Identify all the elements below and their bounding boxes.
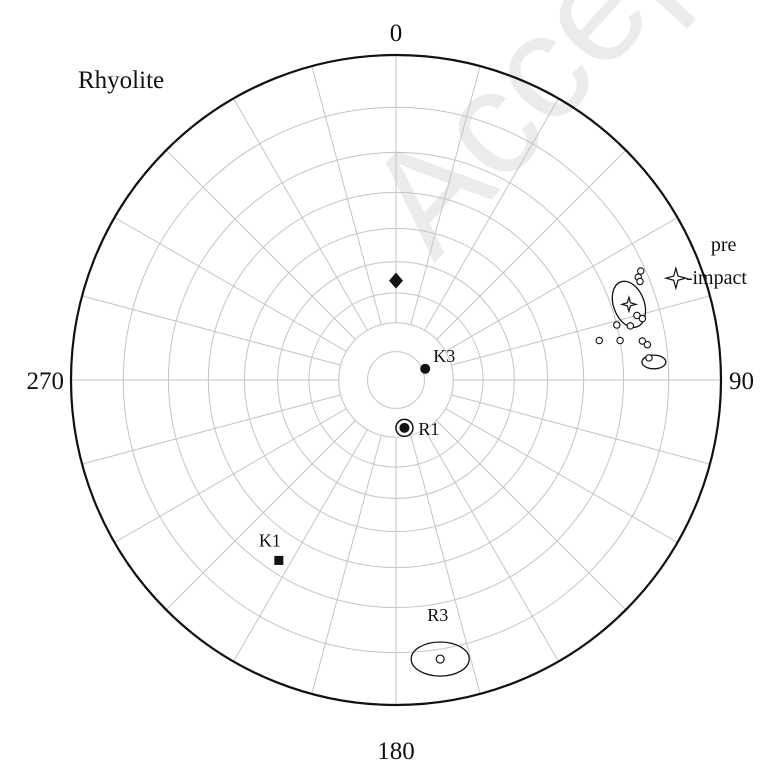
data-point-small-circle bbox=[616, 336, 624, 345]
data-point-small-circle bbox=[595, 336, 603, 345]
axis-label-west: 270 bbox=[27, 368, 65, 395]
confidence-ellipse-R3 bbox=[410, 641, 470, 677]
label-R3: R3 bbox=[427, 605, 448, 625]
grid-azimuth-line bbox=[233, 98, 368, 331]
grid-azimuth-line bbox=[451, 295, 711, 366]
axis-label-east: 90 bbox=[729, 368, 754, 395]
grid-azimuth-line bbox=[436, 420, 627, 611]
grid-azimuth-line bbox=[424, 429, 559, 662]
data-point-small-circle bbox=[638, 314, 647, 323]
label-R1: R1 bbox=[418, 419, 439, 439]
grid-inclination-circle bbox=[367, 351, 425, 409]
data-point-small-circle bbox=[633, 311, 641, 320]
grid-azimuth-line bbox=[81, 295, 341, 366]
data-point-small-circle bbox=[613, 321, 621, 329]
grid-azimuth-line bbox=[410, 65, 481, 325]
data-point-small-circle bbox=[643, 340, 652, 349]
data-point-K1 bbox=[274, 555, 284, 565]
data-point-R1 bbox=[399, 422, 410, 433]
polar-grid bbox=[71, 55, 721, 705]
data-point-small-circle bbox=[626, 322, 635, 330]
data-point-small-circle bbox=[636, 267, 645, 275]
label-pre-impact-line2: -impact bbox=[686, 267, 748, 289]
small-confidence-ellipse bbox=[641, 354, 667, 370]
grid-azimuth-line bbox=[311, 435, 382, 695]
data-point-star bbox=[619, 295, 639, 314]
grid-azimuth-line bbox=[114, 217, 347, 352]
grid-azimuth-line bbox=[424, 98, 559, 331]
primitive-circle bbox=[69, 53, 723, 707]
grid-azimuth-line bbox=[165, 149, 356, 340]
data-point-small-circle bbox=[636, 277, 644, 286]
confidence-ellipses bbox=[410, 280, 667, 677]
grid-azimuth-line bbox=[445, 408, 678, 543]
label-pre-impact-line1: pre bbox=[711, 234, 737, 256]
data-point-diamond bbox=[389, 272, 403, 289]
grid-azimuth-line bbox=[81, 394, 341, 465]
label-K3: K3 bbox=[433, 346, 455, 366]
data-point-R3 bbox=[435, 654, 445, 664]
grid-azimuth-line bbox=[451, 394, 711, 465]
axis-label-south: 180 bbox=[377, 738, 415, 765]
grid-azimuth-line bbox=[445, 217, 678, 352]
grid-azimuth-line bbox=[165, 420, 356, 611]
data-point-pre-impact bbox=[663, 265, 689, 291]
grid-azimuth-line bbox=[233, 429, 368, 662]
data-markers bbox=[274, 265, 689, 664]
grid-azimuth-line bbox=[410, 435, 481, 695]
chart-title: Rhyolite bbox=[78, 67, 164, 94]
data-point-small-circle bbox=[645, 354, 653, 362]
confidence-ellipse-star bbox=[611, 280, 647, 329]
axis-label-north: 0 bbox=[390, 20, 403, 47]
point-labels: pre -impact K3 R1 K1 R3 bbox=[259, 234, 748, 625]
data-point-K3 bbox=[420, 363, 431, 374]
grid-azimuth-line bbox=[436, 149, 627, 340]
data-point-small-circle bbox=[638, 337, 647, 345]
grid-azimuth-line bbox=[114, 408, 347, 543]
grid-azimuth-line bbox=[311, 65, 382, 325]
label-K1: K1 bbox=[259, 530, 281, 550]
